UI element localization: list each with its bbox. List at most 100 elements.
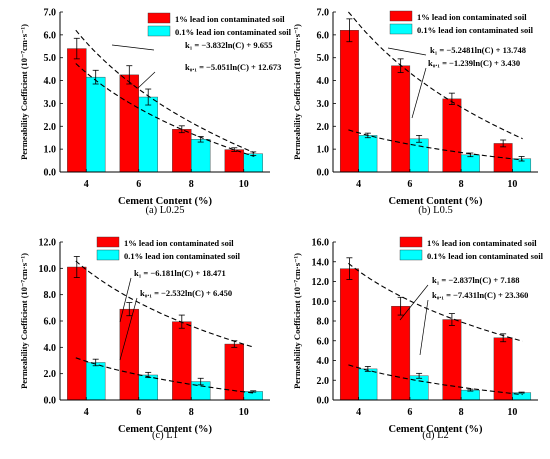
- equation-leader: [387, 47, 427, 56]
- y-tick-label: 16.0: [312, 238, 330, 249]
- y-tick-label: 5.0: [44, 53, 57, 64]
- legend-swatch: [96, 236, 120, 248]
- x-axis-label: Cement Content (%): [118, 196, 212, 207]
- x-axis-label: Cement Content (%): [389, 196, 483, 207]
- x-tick-label: 10: [507, 179, 517, 190]
- trend-equation: k₁ = −2.837ln(C) + 7.188: [432, 275, 519, 285]
- y-tick-label: 6.0: [317, 336, 330, 347]
- legend-label: 1% lead ion contaminated soil: [417, 12, 527, 22]
- trend-line: [348, 262, 523, 342]
- y-axis-label: Permeability Coefficient (10⁻⁷cm·s⁻¹): [292, 253, 302, 389]
- y-tick-label: 6.0: [44, 317, 57, 328]
- bar: [493, 337, 513, 401]
- x-tick-label: 6: [407, 179, 412, 190]
- legend-label: 0.1% lead ion contaminated soil: [124, 251, 241, 261]
- y-tick-label: 1.0: [317, 145, 330, 156]
- x-tick-label: 6: [136, 179, 141, 190]
- y-tick-label: 4.0: [44, 76, 57, 87]
- equation-leader: [111, 44, 155, 51]
- x-tick-label: 8: [189, 407, 194, 418]
- equation-leader: [399, 284, 429, 321]
- y-tick-label: 4.0: [317, 76, 330, 87]
- bar: [358, 368, 378, 401]
- bar: [172, 129, 192, 173]
- legend-swatch: [399, 236, 423, 248]
- x-tick-label: 8: [189, 179, 194, 190]
- chart-panel-4: 0.0 2.0 4.0 6.0 8.0 10.0 12.0 14.0 16.0 4 6 8 10 Ceme…: [292, 236, 544, 441]
- bar: [391, 305, 411, 401]
- bar: [67, 266, 87, 401]
- y-tick-label: 14.0: [312, 257, 330, 268]
- y-tick-label: 10.0: [39, 264, 57, 275]
- trend-line: [347, 11, 523, 140]
- bar: [442, 98, 462, 173]
- equation-leader: [119, 297, 138, 361]
- trend-equation: k₁ = −3.832ln(C) + 9.655: [185, 40, 272, 50]
- x-tick-label: 4: [356, 407, 361, 418]
- x-axis-label: Cement Content (%): [389, 424, 483, 435]
- bar: [86, 76, 106, 173]
- x-tick-label: 10: [239, 179, 249, 190]
- bar: [358, 135, 378, 173]
- legend-label: 0.1% lead ion contaminated soil: [427, 251, 544, 261]
- y-axis-label: Permeability Coefficient (10⁻⁷cm·s⁻¹): [19, 24, 29, 160]
- legend-swatch: [147, 25, 171, 37]
- trend-equation: k₀.₁ = −2.532ln(C) + 6.450: [140, 288, 232, 298]
- bar: [460, 389, 480, 401]
- y-tick-label: 10.0: [312, 297, 330, 308]
- x-tick-label: 10: [239, 407, 249, 418]
- panel-caption: (a) L0.25: [145, 205, 184, 216]
- bar: [67, 48, 87, 173]
- panel-caption: (d) L2: [422, 430, 449, 441]
- y-axis-label: Permeability Coefficient (10⁻⁷cm·s⁻¹): [19, 253, 29, 389]
- x-tick-label: 6: [407, 407, 412, 418]
- y-tick-label: 6.0: [317, 30, 330, 41]
- bar: [493, 143, 513, 173]
- x-tick-label: 8: [459, 407, 464, 418]
- bar: [119, 308, 139, 401]
- y-tick-label: 3.0: [44, 99, 57, 110]
- bar: [119, 74, 139, 173]
- x-tick-label: 4: [84, 179, 89, 190]
- y-tick-label: 2.0: [44, 122, 57, 133]
- y-tick-label: 12.0: [39, 238, 57, 249]
- y-tick-label: 0.0: [44, 396, 57, 407]
- y-tick-label: 5.0: [317, 53, 330, 64]
- bar: [339, 30, 359, 173]
- chart-panel-1: 0.0 1.0 2.0 3.0 4.0 5.0 6.0 7.0 4 6 8 10 Cement Cont…: [19, 8, 292, 217]
- y-tick-label: 8.0: [44, 290, 57, 301]
- chart-panel-3: 0.0 2.0 4.0 6.0 8.0 10.0 12.0 4 6 8 10 Cement Conte…: [19, 236, 270, 441]
- legend-swatch: [399, 249, 423, 261]
- y-tick-label: 7.0: [317, 8, 330, 19]
- equation-leader: [411, 67, 427, 119]
- y-tick-label: 2.0: [44, 369, 57, 380]
- x-tick-label: 10: [507, 407, 517, 418]
- chart-panel-2: 0.0 1.0 2.0 3.0 4.0 5.0 6.0 7.0 4 6 8 10 Cement Cont…: [292, 8, 538, 216]
- bar: [243, 391, 263, 401]
- equation-leader: [137, 71, 156, 89]
- legend-swatch: [147, 12, 171, 24]
- x-tick-label: 4: [356, 179, 361, 190]
- legend-swatch: [96, 249, 120, 261]
- y-tick-label: 4.0: [317, 356, 330, 367]
- bar: [460, 154, 480, 173]
- y-tick-label: 4.0: [44, 343, 57, 354]
- trend-line: [75, 357, 255, 394]
- x-tick-label: 6: [136, 407, 141, 418]
- bar: [191, 139, 211, 173]
- y-tick-label: 8.0: [317, 317, 330, 328]
- trend-equation: k₁ = −5.2481ln(C) + 13.748: [430, 45, 526, 55]
- x-axis-label: Cement Content (%): [118, 424, 212, 435]
- legend-label: 1% lead ion contaminated soil: [124, 238, 234, 248]
- trend-line: [348, 129, 523, 161]
- trend-equation: k₀.₁ = −7.431ln(C) + 23.360: [432, 290, 528, 300]
- legend-swatch: [389, 23, 413, 35]
- y-tick-label: 12.0: [312, 277, 330, 288]
- bar: [224, 149, 244, 173]
- bar: [138, 374, 158, 401]
- x-tick-label: 8: [459, 179, 464, 190]
- bar: [339, 268, 359, 401]
- bar: [86, 362, 106, 401]
